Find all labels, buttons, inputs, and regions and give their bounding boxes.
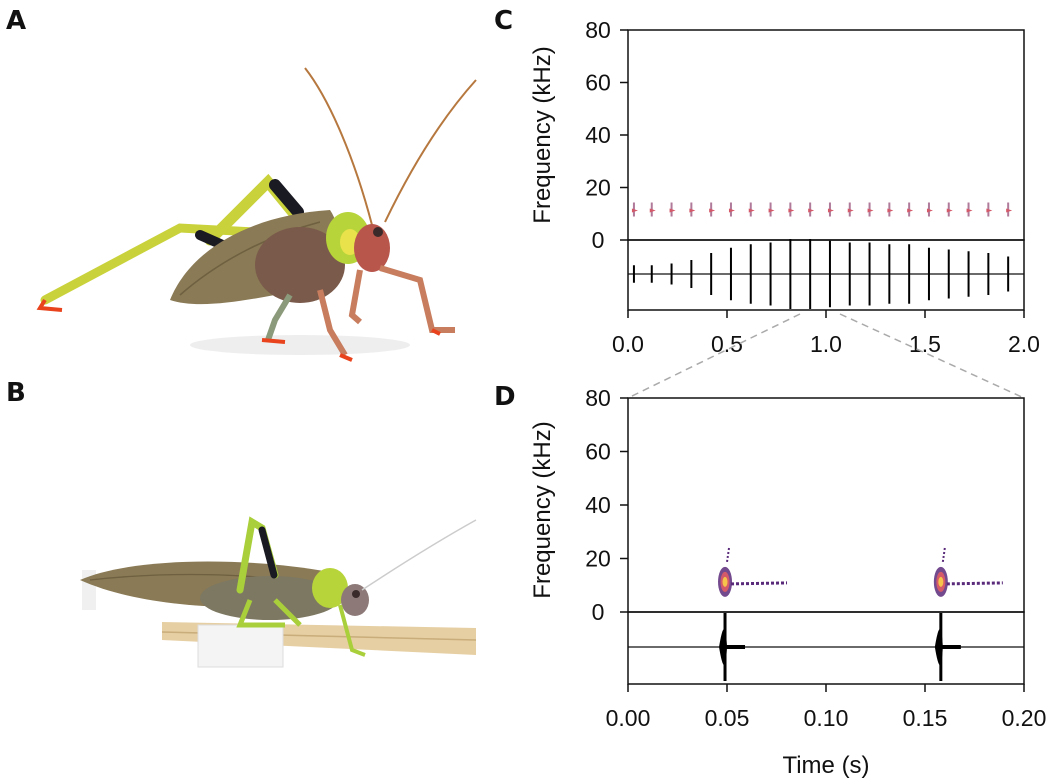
chart-c-pulse [669, 202, 676, 285]
chart-d-pulse [933, 547, 1003, 681]
chart-d-xlabel: Time (s) [782, 752, 869, 779]
chart-d-ytick-label: 60 [585, 439, 611, 465]
chart-c-pulse [1006, 202, 1013, 292]
chart-d-oscillogram-frame [627, 611, 1025, 685]
chart-c-pulse [926, 202, 933, 301]
chart-c-pulse [847, 202, 854, 306]
chart-c-xtick-label: 0.0 [612, 331, 644, 357]
zoom-line-right [839, 313, 1025, 399]
chart-d: 80 60 40 20 0 0.00 0.05 0.10 0.15 0.20 Frequency… [529, 385, 1046, 779]
chart-c-oscillogram-frame [627, 239, 1025, 311]
chart-c-pulse [946, 202, 953, 299]
chart-c-pulse [631, 202, 638, 283]
panel-label-a: A [6, 6, 27, 36]
chart-c-pulse [867, 202, 874, 306]
chart-c-pulse [907, 202, 914, 304]
chart-c: 80 60 40 20 0 0.0 0.5 1.0 1.5 2.0 Frequency (kHz… [529, 17, 1040, 357]
chart-d-ytick-label: 40 [585, 492, 611, 518]
chart-c-pulse [649, 202, 656, 283]
chart-c-xtick-label: 0.5 [711, 331, 743, 357]
chart-c-pulse [788, 202, 795, 309]
chart-c-pulse [986, 202, 993, 295]
photo-katydid-front [36, 67, 477, 362]
panel-label-b: B [6, 378, 26, 408]
chart-c-xtick-label: 2.0 [1008, 331, 1040, 357]
chart-c-ylabel: Frequency (kHz) [529, 46, 556, 223]
chart-d-ytick-label: 20 [585, 546, 611, 572]
chart-c-xtick-label: 1.5 [909, 331, 941, 357]
chart-d-ytick-label: 0 [592, 599, 605, 625]
chart-c-pulse [808, 202, 815, 309]
chart-d-xtick-label: 0.00 [606, 705, 651, 731]
panel-label-c: C [494, 6, 514, 36]
chart-c-pulse [728, 202, 735, 301]
chart-c-spectrogram-frame [627, 29, 1025, 241]
chart-c-ytick-label: 0 [592, 227, 605, 253]
chart-c-pulse [768, 202, 775, 306]
chart-c-ytick-label: 40 [585, 122, 611, 148]
chart-c-pulse [709, 202, 716, 295]
chart-c-pulse [827, 202, 834, 308]
chart-c-xtick-label: 1.0 [810, 331, 842, 357]
chart-d-xtick-label: 0.05 [705, 705, 750, 731]
chart-d-xtick-label: 0.15 [903, 705, 948, 731]
chart-d-ylabel: Frequency (kHz) [529, 421, 556, 598]
chart-c-ytick-label: 80 [585, 17, 611, 43]
chart-d-xtick-label: 0.20 [1002, 705, 1047, 731]
chart-c-pulse [966, 202, 973, 297]
chart-d-ytick-label: 80 [585, 385, 611, 411]
chart-c-pulse [887, 202, 894, 304]
chart-c-ytick-label: 60 [585, 70, 611, 96]
chart-d-pulse [718, 547, 788, 681]
chart-c-pulse [748, 202, 755, 304]
photo-katydid-side [80, 516, 477, 668]
chart-d-xtick-label: 0.10 [804, 705, 849, 731]
chart-c-ytick-label: 20 [585, 175, 611, 201]
zoom-line-left [627, 313, 801, 399]
chart-c-pulse [689, 202, 696, 288]
chart-d-spectrogram-frame [627, 397, 1025, 613]
panel-label-d: D [494, 382, 516, 412]
